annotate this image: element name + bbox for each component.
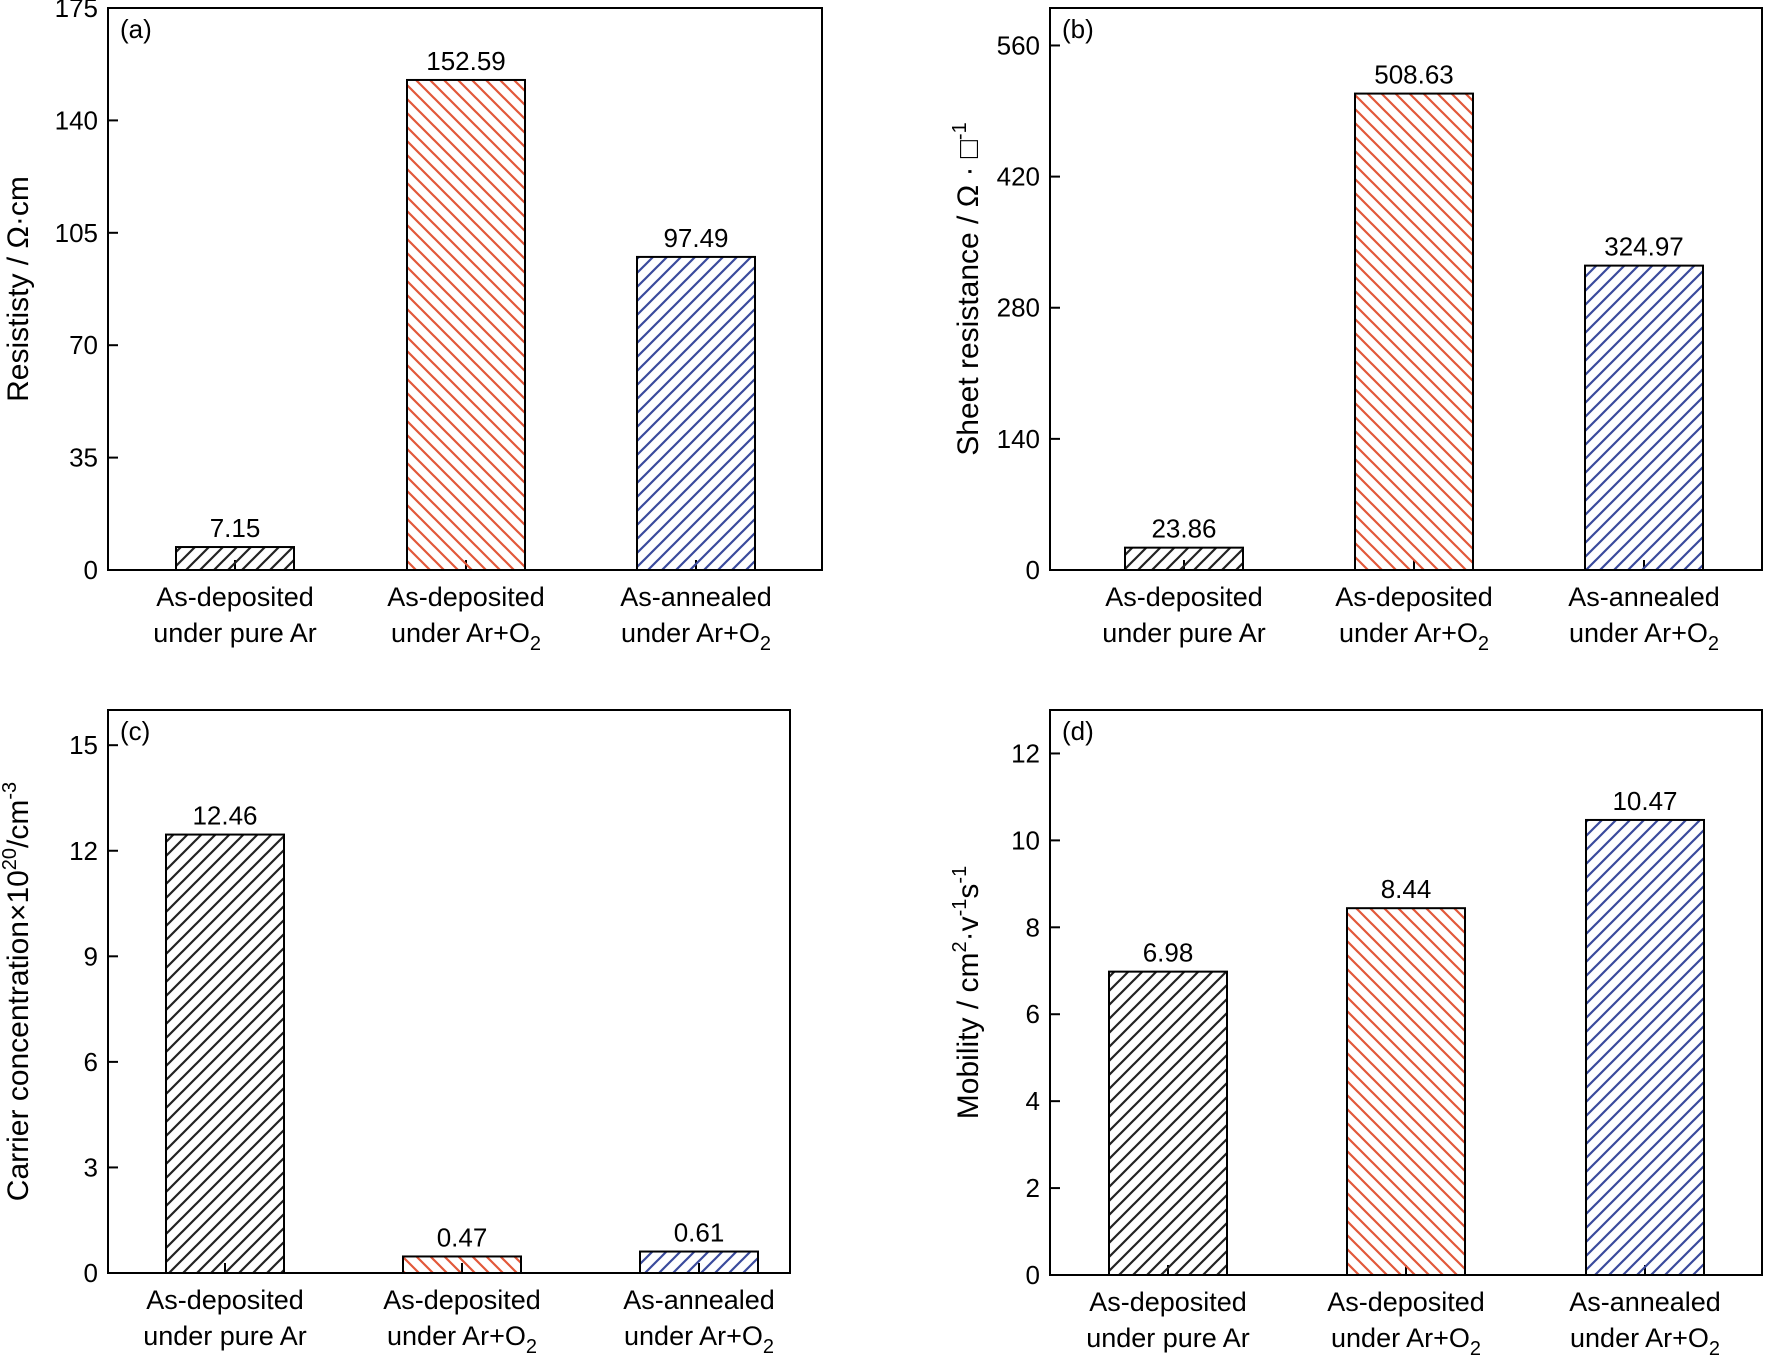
category-label-line1: As-annealed [623, 1285, 775, 1315]
y-tick-label: 12 [1011, 738, 1040, 768]
bar-value-label: 0.61 [674, 1218, 725, 1248]
bar-ar-o2-annealed [1584, 264, 1704, 571]
y-tick-label: 3 [84, 1152, 98, 1182]
panel-tag: (b) [1062, 14, 1094, 44]
category-label-line2: under Ar+O2 [387, 1321, 537, 1358]
y-tick-label: 70 [69, 330, 98, 360]
subscript: 2 [1478, 633, 1489, 655]
category-label-line1: As-deposited [1327, 1287, 1485, 1317]
subscript: 2 [1708, 633, 1719, 655]
category-label-line1: As-deposited [1335, 582, 1493, 612]
category-label-line1: As-annealed [1568, 582, 1720, 612]
category-label-line1: As-deposited [146, 1285, 304, 1315]
bar-ar-o2-deposited [406, 78, 526, 572]
y-tick-label: 105 [55, 218, 98, 248]
bar-pure-ar [1124, 546, 1244, 571]
y-tick-label: 0 [84, 1258, 98, 1288]
bar-value-label: 12.46 [192, 801, 257, 831]
bar-ar-o2-deposited [1354, 92, 1474, 572]
subscript: 2 [530, 633, 541, 655]
bar-pure-ar [1108, 970, 1228, 1277]
y-tick-label: 10 [1011, 825, 1040, 855]
bar-value-label: 0.47 [437, 1222, 488, 1252]
bar-pure-ar [165, 833, 285, 1274]
category-label-line1: As-deposited [1105, 582, 1263, 612]
category-label-line2: under pure Ar [1102, 618, 1266, 648]
y-tick-label: 35 [69, 443, 98, 473]
bar-value-label: 152.59 [426, 46, 506, 76]
bar-value-label: 8.44 [1381, 874, 1432, 904]
panel-tag: (d) [1062, 716, 1094, 746]
y-tick-label: 12 [69, 836, 98, 866]
y-tick-label: 140 [997, 424, 1040, 454]
category-label-line2: under Ar+O2 [1570, 1323, 1720, 1360]
category-label-line2: under pure Ar [1086, 1323, 1250, 1353]
bar-value-label: 6.98 [1143, 938, 1194, 968]
bar-value-label: 508.63 [1374, 60, 1454, 90]
y-tick-label: 0 [84, 555, 98, 585]
category-label-line2: under Ar+O2 [624, 1321, 774, 1358]
y-tick-label: 175 [55, 0, 98, 23]
panel-b-sheet-resistance-chart: 0 140 280 420 560 (b) 23.86 As-deposited under p… [949, 7, 1763, 655]
category-label-line1: As-annealed [620, 582, 772, 612]
bar-ar-o2-deposited [402, 1255, 522, 1275]
bar-ar-o2-annealed [1585, 818, 1705, 1276]
y-tick-label: 2 [1026, 1173, 1040, 1203]
y-tick-label: 9 [84, 941, 98, 971]
y-tick-label: 6 [84, 1047, 98, 1077]
y-tick-label: 280 [997, 293, 1040, 323]
panel-tag: (a) [120, 14, 152, 44]
category-label-line2: under Ar+O2 [621, 618, 771, 655]
y-tick-label: 140 [55, 105, 98, 135]
category-label-line1: As-deposited [1089, 1287, 1247, 1317]
bar-value-label: 23.86 [1151, 514, 1216, 544]
category-label-line2: under Ar+O2 [1331, 1323, 1481, 1360]
category-label-line2: under Ar+O2 [1339, 618, 1489, 655]
category-label-line1: As-deposited [156, 582, 314, 612]
subscript: 2 [1709, 1338, 1720, 1360]
panel-c-carrier-concentration-chart: 0 3 6 9 12 15 (c) 12.46 As-deposited under pure A… [0, 709, 791, 1358]
bar-pure-ar [175, 546, 295, 571]
bar-value-label: 324.97 [1604, 232, 1684, 262]
y-tick-label: 4 [1026, 1086, 1040, 1116]
bar-value-label: 7.15 [210, 513, 261, 543]
y-tick-label: 8 [1026, 912, 1040, 942]
y-axis-label: Carrier concentration×1020/cm-3 [0, 782, 35, 1201]
panel-tag: (c) [120, 716, 150, 746]
category-label-line2: under pure Ar [143, 1321, 307, 1351]
y-tick-label: 0 [1026, 1260, 1040, 1290]
subscript: 2 [760, 633, 771, 655]
y-tick-label: 420 [997, 162, 1040, 192]
subscript: 2 [1470, 1338, 1481, 1360]
category-label-line2: under pure Ar [153, 618, 317, 648]
y-tick-label: 560 [997, 30, 1040, 60]
category-label-line2: under Ar+O2 [1569, 618, 1719, 655]
y-tick-label: 0 [1026, 555, 1040, 585]
y-axis-label: Mobility / cm2·v-1s-1 [949, 866, 985, 1119]
y-axis-label: Sheet resistance / Ω · □-1 [949, 122, 985, 455]
y-axis-label: Resististy / Ω·cm [2, 176, 35, 402]
bar-value-label: 97.49 [663, 223, 728, 253]
panel-a-resistivity-chart: 0 35 70 105 140 175 (a) 7.15 As-deposited under p… [2, 0, 823, 655]
bar-ar-o2-annealed [636, 255, 756, 571]
panel-d-mobility-chart: 0 2 4 6 8 10 12 (d) 6.98 As-deposited under pure A… [949, 709, 1763, 1360]
category-label-line2: under Ar+O2 [391, 618, 541, 655]
subscript: 2 [526, 1336, 537, 1358]
subscript: 2 [763, 1336, 774, 1358]
bar-ar-o2-deposited [1346, 907, 1466, 1277]
category-label-line1: As-deposited [383, 1285, 541, 1315]
y-tick-label: 15 [69, 730, 98, 760]
bar-value-label: 10.47 [1612, 786, 1677, 816]
y-tick-label: 6 [1026, 999, 1040, 1029]
category-label-line1: As-annealed [1569, 1287, 1721, 1317]
category-label-line1: As-deposited [387, 582, 545, 612]
bar-ar-o2-annealed [639, 1250, 759, 1275]
